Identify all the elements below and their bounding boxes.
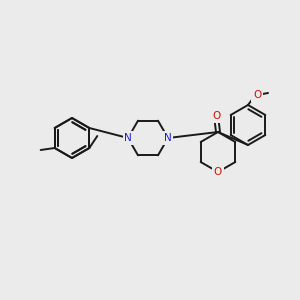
Text: N: N <box>164 133 172 143</box>
Text: O: O <box>253 90 261 100</box>
Text: O: O <box>212 111 220 121</box>
Text: N: N <box>124 133 132 143</box>
Text: O: O <box>214 167 222 177</box>
